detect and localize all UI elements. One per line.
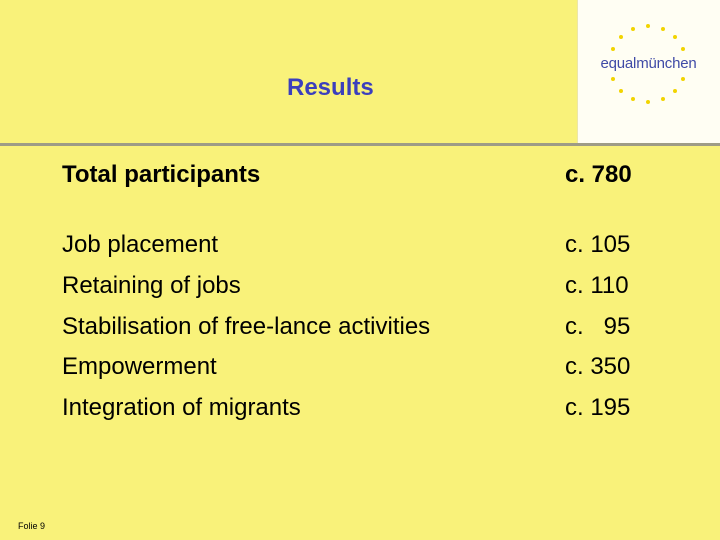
logo-star-dot: [681, 47, 686, 52]
result-value: c. 110: [565, 272, 629, 299]
logo-star-dot: [646, 24, 650, 28]
result-value: c. 350: [565, 353, 631, 380]
result-label: Job placement: [62, 231, 219, 258]
total-participants-label: Total participants: [62, 161, 261, 188]
logo-muenchen: münchen: [636, 55, 697, 72]
logo-star-dot: [672, 35, 677, 40]
logo-star-dot: [631, 97, 636, 102]
logo-star-dot: [610, 76, 615, 81]
logo-star-dot: [610, 47, 615, 52]
total-participants-value: c. 780: [565, 161, 632, 188]
logo-star-dot: [631, 26, 636, 31]
logo-star-dot: [660, 97, 665, 102]
result-label: Integration of migrants: [62, 394, 301, 421]
result-label: Stabilisation of free-lance activities: [62, 313, 431, 340]
result-label: Empowerment: [62, 353, 217, 380]
result-value: c. 95: [565, 313, 631, 340]
divider-rule: [0, 143, 720, 146]
logo-equal: equal: [600, 55, 637, 72]
logo-star-dot: [672, 88, 677, 93]
slide-number: Folie 9: [18, 521, 46, 531]
logo: equalmünchen: [577, 0, 720, 143]
slide-title: Results: [287, 74, 374, 101]
logo-star-dot: [646, 100, 650, 104]
logo-star-dot: [619, 35, 624, 40]
logo-star-dot: [681, 76, 686, 81]
result-value: c. 195: [565, 394, 631, 421]
logo-star-dot: [660, 26, 665, 31]
result-label: Retaining of jobs: [62, 272, 241, 299]
result-value: c. 105: [565, 231, 631, 258]
logo-star-dot: [619, 88, 624, 93]
logo-text: equalmünchen: [577, 55, 720, 72]
